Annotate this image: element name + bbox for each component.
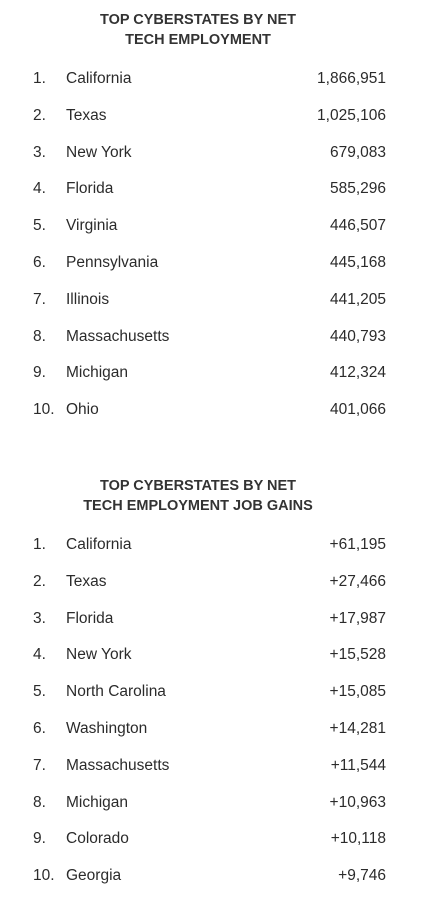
value: 585,296 (329, 180, 386, 198)
rank: 9. (33, 364, 46, 382)
state-name: Washington (66, 720, 148, 737)
state-name: Colorado (66, 830, 129, 848)
rank: 5. (33, 683, 46, 701)
state-name: Texas (66, 106, 107, 124)
value: +14,281 (329, 720, 386, 737)
state-name: California (66, 70, 132, 87)
table-title: TECH EMPLOYMENT JOB GAINS (83, 498, 313, 514)
state-name: Massachusetts (66, 756, 170, 774)
rank: 1. (33, 70, 46, 87)
rank: 7. (33, 290, 46, 308)
value: 446,507 (329, 217, 386, 235)
value: 679,083 (329, 143, 386, 161)
state-name: New York (66, 143, 132, 161)
rank: 10. (33, 401, 55, 419)
state-name: Florida (66, 180, 114, 198)
value: +11,544 (330, 756, 386, 774)
value: +9,746 (338, 867, 386, 885)
state-name: Massachusetts (66, 327, 170, 345)
table-title: TOP CYBERSTATES BY NET (99, 12, 297, 28)
rank: 2. (33, 572, 46, 590)
rank: 3. (33, 609, 46, 627)
value: 401,066 (329, 401, 386, 419)
state-name: Illinois (66, 290, 110, 308)
state-name: New York (66, 646, 132, 664)
value: +27,466 (329, 572, 386, 590)
value: +17,987 (329, 609, 386, 627)
value: +10,963 (329, 793, 386, 811)
value: 1,866,951 (317, 70, 386, 87)
value: +15,085 (329, 683, 386, 701)
value: 412,324 (329, 364, 386, 382)
rank: 10. (33, 867, 55, 885)
state-name: Pennsylvania (66, 254, 159, 271)
rank: 9. (33, 830, 46, 848)
rank: 2. (33, 106, 46, 124)
state-name: Virginia (66, 217, 118, 235)
table-title: TOP CYBERSTATES BY NET (99, 478, 297, 494)
value: 1,025,106 (317, 106, 386, 124)
state-name: Florida (66, 609, 114, 627)
value: 441,205 (329, 290, 386, 308)
value: 440,793 (329, 327, 386, 345)
rank: 7. (33, 756, 46, 774)
state-name: Michigan (66, 793, 129, 811)
rank: 6. (33, 720, 46, 737)
state-name: Michigan (66, 364, 129, 382)
value: +15,528 (329, 646, 386, 664)
rank: 5. (33, 217, 46, 235)
rank: 3. (33, 143, 46, 161)
state-name: California (66, 536, 132, 553)
rank: 8. (33, 327, 46, 345)
value: 445,168 (329, 254, 386, 271)
value: +61,195 (329, 536, 386, 553)
value: +10,118 (330, 830, 386, 848)
rank: 1. (33, 536, 46, 553)
state-name: Georgia (66, 867, 122, 885)
rank: 8. (33, 793, 46, 811)
table-title: TECH EMPLOYMENT (125, 32, 271, 48)
rank: 4. (33, 180, 46, 198)
rank: 4. (33, 646, 46, 664)
state-name: Ohio (66, 401, 99, 419)
state-name: North Carolina (66, 683, 166, 701)
state-name: Texas (66, 572, 107, 590)
rank: 6. (33, 254, 46, 271)
